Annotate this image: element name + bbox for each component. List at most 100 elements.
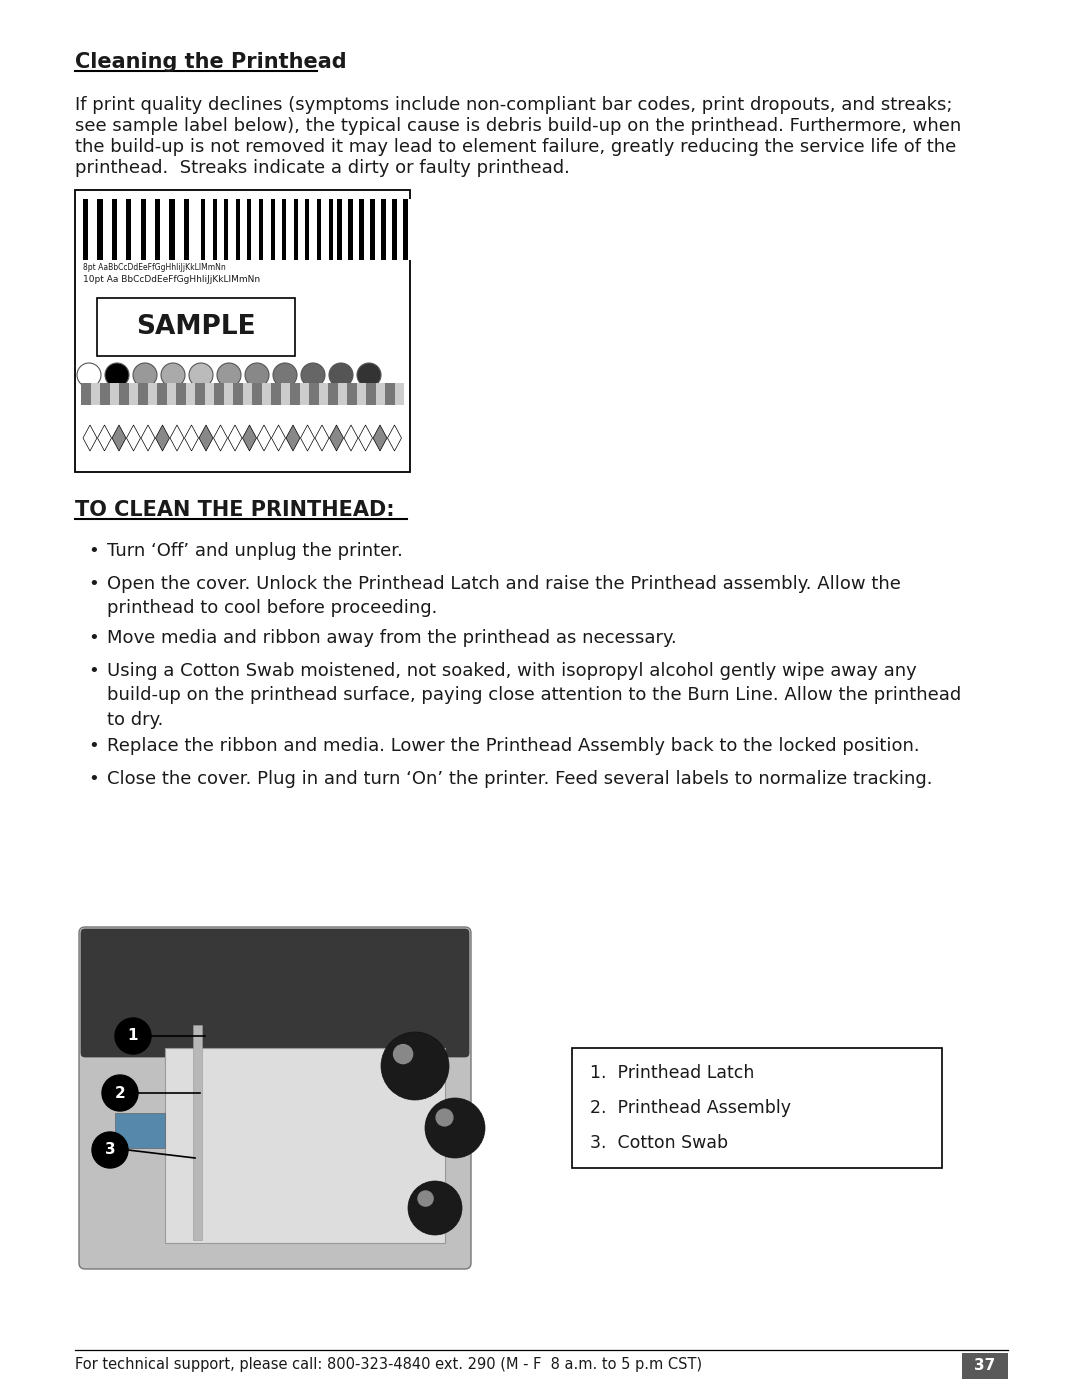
Bar [337, 383, 347, 405]
Polygon shape [257, 425, 271, 451]
Bar [282, 198, 286, 260]
Bar [214, 383, 224, 405]
Text: •: • [87, 576, 98, 592]
Bar [126, 198, 132, 260]
Bar [105, 198, 110, 260]
Circle shape [426, 1098, 485, 1158]
Polygon shape [388, 425, 402, 451]
Bar [97, 198, 103, 260]
Circle shape [393, 1045, 413, 1063]
Bar [366, 383, 376, 405]
Bar [252, 383, 261, 405]
Polygon shape [228, 425, 242, 451]
Bar [288, 198, 292, 260]
Bar [97, 298, 295, 356]
Bar [242, 198, 245, 260]
Bar [224, 383, 233, 405]
Bar [204, 383, 214, 405]
Text: •: • [87, 738, 98, 754]
Polygon shape [112, 425, 126, 451]
Text: 1: 1 [127, 1028, 138, 1044]
Bar [335, 198, 338, 260]
Bar [166, 383, 176, 405]
Polygon shape [271, 425, 285, 451]
Bar [243, 383, 252, 405]
Bar [328, 198, 333, 260]
Bar [359, 198, 364, 260]
Bar [392, 198, 397, 260]
Circle shape [105, 363, 129, 387]
Bar [225, 198, 228, 260]
Bar [261, 383, 271, 405]
Text: •: • [87, 629, 98, 647]
Polygon shape [141, 425, 156, 451]
Bar [140, 198, 146, 260]
Text: 37: 37 [974, 1358, 996, 1373]
Bar [162, 198, 167, 260]
Polygon shape [199, 425, 213, 451]
Bar [265, 198, 269, 260]
Bar [213, 198, 217, 260]
Bar [318, 198, 321, 260]
Text: Using a Cotton Swab moistened, not soaked, with isopropyl alcohol gently wipe aw: Using a Cotton Swab moistened, not soake… [107, 662, 961, 729]
Bar [129, 383, 138, 405]
Bar [230, 198, 234, 260]
Bar [193, 1025, 202, 1241]
Bar [384, 383, 394, 405]
Bar [176, 383, 186, 405]
Text: •: • [87, 542, 98, 560]
Circle shape [381, 1032, 449, 1099]
Polygon shape [286, 425, 300, 451]
Text: 2.  Printhead Assembly: 2. Printhead Assembly [590, 1099, 791, 1118]
Circle shape [301, 363, 325, 387]
Bar [299, 383, 309, 405]
Bar [353, 198, 359, 260]
Text: 1.  Printhead Latch: 1. Printhead Latch [590, 1065, 754, 1083]
Bar [381, 198, 387, 260]
Text: Turn ‘Off’ and unplug the printer.: Turn ‘Off’ and unplug the printer. [107, 542, 403, 560]
Text: 8pt AaBbCcDdEeFfGgHhIiJjKkLlMmNn: 8pt AaBbCcDdEeFfGgHhIiJjKkLlMmNn [83, 263, 226, 272]
Bar [119, 383, 129, 405]
Text: Move media and ribbon away from the printhead as necessary.: Move media and ribbon away from the prin… [107, 629, 677, 647]
Text: Close the cover. Plug in and turn ‘On’ the printer. Feed several labels to norma: Close the cover. Plug in and turn ‘On’ t… [107, 770, 932, 788]
Bar [259, 198, 262, 260]
Text: For technical support, please call: 800-323-4840 ext. 290 (M - F  8 a.m. to 5 p.: For technical support, please call: 800-… [75, 1356, 702, 1372]
Bar [206, 198, 211, 260]
Polygon shape [156, 425, 170, 451]
Polygon shape [214, 425, 228, 451]
Bar [218, 198, 222, 260]
Bar [294, 198, 298, 260]
Bar [271, 383, 281, 405]
Bar [247, 198, 252, 260]
Bar [309, 383, 319, 405]
Bar [165, 1048, 445, 1243]
Bar [299, 198, 303, 260]
Bar [328, 383, 337, 405]
Circle shape [102, 1076, 138, 1111]
Circle shape [92, 1132, 129, 1168]
Bar [119, 198, 124, 260]
Bar [157, 383, 166, 405]
Bar [184, 198, 189, 260]
Bar [114, 1113, 165, 1148]
Bar [365, 198, 369, 260]
Circle shape [357, 363, 381, 387]
Bar [291, 383, 299, 405]
Bar [253, 198, 257, 260]
Bar [235, 198, 240, 260]
Polygon shape [345, 425, 357, 451]
Bar [387, 198, 392, 260]
Bar [370, 198, 375, 260]
Text: Cleaning the Printhead: Cleaning the Printhead [75, 52, 347, 73]
Polygon shape [329, 425, 343, 451]
Bar [112, 198, 117, 260]
Circle shape [245, 363, 269, 387]
Bar [148, 198, 153, 260]
Polygon shape [300, 425, 314, 451]
Text: Replace the ribbon and media. Lower the Printhead Assembly back to the locked po: Replace the ribbon and media. Lower the … [107, 738, 920, 754]
Bar [271, 198, 274, 260]
Bar [81, 383, 91, 405]
Polygon shape [97, 425, 111, 451]
Text: 10pt Aa BbCcDdEeFfGgHhIiJjKkLlMmNn: 10pt Aa BbCcDdEeFfGgHhIiJjKkLlMmNn [83, 275, 260, 284]
Circle shape [133, 363, 157, 387]
